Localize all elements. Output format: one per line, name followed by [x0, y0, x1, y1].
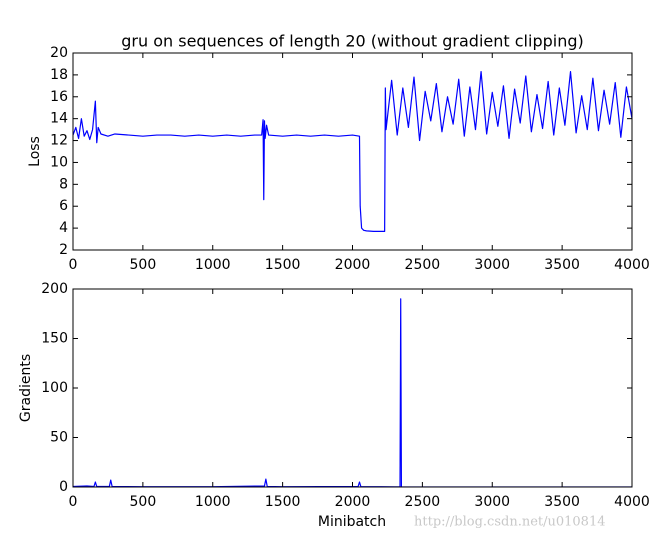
y-tick-label: 18 — [50, 67, 68, 83]
x-tick-label: 3000 — [474, 494, 510, 510]
x-tick-label: 4000 — [614, 257, 650, 273]
x-axis-label: Minibatch — [318, 514, 386, 530]
y-tick-label: 14 — [50, 111, 68, 127]
x-tick-label: 0 — [69, 494, 78, 510]
x-tick-label: 0 — [69, 257, 78, 273]
x-tick-label: 3500 — [544, 257, 580, 273]
y-tick-label: 200 — [41, 281, 68, 297]
y-tick-label: 16 — [50, 89, 68, 105]
x-tick-label: 2000 — [335, 257, 371, 273]
data-line — [73, 71, 632, 232]
y-tick-label: 4 — [59, 220, 68, 236]
watermark: http://blog.csdn.net/u010814 — [414, 515, 606, 530]
x-tick-label: 4000 — [614, 494, 650, 510]
x-tick-label: 3000 — [474, 257, 510, 273]
x-tick-label: 3500 — [544, 494, 580, 510]
y-tick-label: 6 — [59, 198, 68, 214]
y-tick-label: 50 — [50, 430, 68, 446]
y-axis-label: Gradients — [18, 354, 34, 422]
x-tick-label: 500 — [130, 494, 157, 510]
x-tick-label: 1500 — [265, 494, 301, 510]
y-tick-label: 10 — [50, 154, 68, 170]
x-tick-label: 2000 — [335, 494, 371, 510]
y-tick-label: 12 — [50, 133, 68, 149]
y-tick-label: 0 — [59, 479, 68, 495]
y-tick-label: 100 — [41, 380, 68, 396]
x-tick-label: 1000 — [195, 494, 231, 510]
x-tick-label: 1500 — [265, 257, 301, 273]
data-line — [73, 298, 632, 487]
y-tick-label: 150 — [41, 331, 68, 347]
y-axis-label: Loss — [27, 136, 43, 167]
y-tick-label: 2 — [59, 242, 68, 258]
x-tick-label: 2500 — [405, 257, 441, 273]
x-tick-label: 2500 — [405, 494, 441, 510]
axes-frame — [72, 288, 633, 488]
y-tick-label: 8 — [59, 176, 68, 192]
x-tick-label: 500 — [130, 257, 157, 273]
y-tick-label: 20 — [50, 45, 68, 61]
x-tick-label: 1000 — [195, 257, 231, 273]
chart-title: gru on sequences of length 20 (without g… — [121, 32, 583, 51]
